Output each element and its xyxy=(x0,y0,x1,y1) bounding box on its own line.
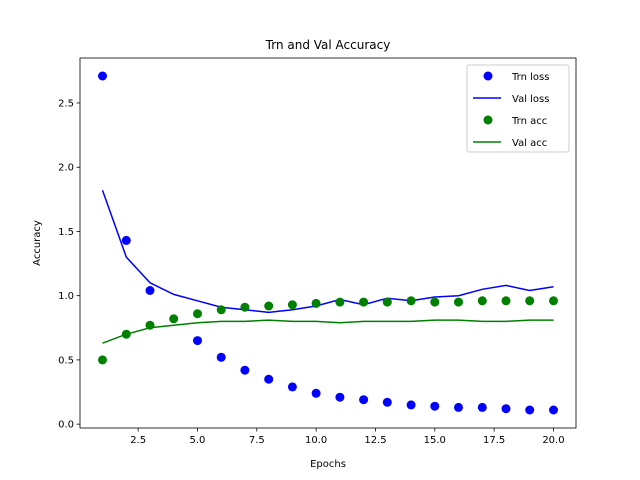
point-trn-loss xyxy=(525,405,535,415)
point-trn-loss xyxy=(264,374,274,384)
legend-label-trn-acc: Trn acc xyxy=(511,116,547,127)
y-tick-label: 1.5 xyxy=(58,227,74,238)
point-trn-loss xyxy=(335,392,345,402)
point-trn-loss xyxy=(240,365,250,375)
point-trn-loss xyxy=(359,395,369,405)
point-trn-acc xyxy=(477,296,487,306)
point-trn-loss xyxy=(216,352,226,362)
y-tick-label: 2.0 xyxy=(58,163,74,174)
legend-swatch-trn-acc xyxy=(483,115,493,125)
point-trn-loss xyxy=(501,404,511,414)
point-trn-loss xyxy=(382,397,392,407)
point-trn-acc xyxy=(359,297,369,307)
point-trn-loss xyxy=(121,235,131,245)
x-tick-label: 15.0 xyxy=(424,435,446,446)
point-trn-loss xyxy=(406,400,416,410)
point-trn-acc xyxy=(216,305,226,315)
legend-label-val-loss: Val loss xyxy=(512,94,549,105)
point-trn-acc xyxy=(169,314,179,324)
legend-swatch-trn-loss xyxy=(483,71,493,81)
point-trn-acc xyxy=(382,297,392,307)
series-line-val-acc xyxy=(102,319,554,344)
point-trn-acc xyxy=(264,301,274,311)
x-axis: 2.5 5.0 7.5 10.0 12.5 15.0 17.5 20.0 xyxy=(130,428,565,446)
point-trn-acc xyxy=(193,309,202,319)
y-tick-label: 2.5 xyxy=(58,98,74,109)
chart-title: Trn and Val Accuracy xyxy=(265,38,391,52)
x-tick-label: 2.5 xyxy=(130,435,146,446)
point-trn-acc xyxy=(335,297,345,307)
point-trn-acc xyxy=(98,355,107,365)
x-tick-label: 12.5 xyxy=(364,435,386,446)
x-axis-label: Epochs xyxy=(310,459,346,470)
series-line-val-loss xyxy=(101,190,554,314)
point-trn-loss xyxy=(193,336,202,346)
y-tick-label: 1.0 xyxy=(58,291,74,302)
x-tick-label: 7.5 xyxy=(249,435,265,446)
point-trn-loss xyxy=(430,401,440,411)
x-tick-label: 5.0 xyxy=(190,435,206,446)
point-trn-acc xyxy=(454,297,463,307)
point-trn-loss xyxy=(549,405,558,415)
point-trn-loss xyxy=(145,286,155,295)
point-trn-loss xyxy=(477,402,487,412)
x-tick-label: 17.5 xyxy=(483,435,505,446)
point-trn-acc xyxy=(501,296,511,306)
x-tick-label: 20.0 xyxy=(542,435,564,446)
y-tick-label: 0.5 xyxy=(58,355,74,366)
legend: Trn loss Val loss Trn acc Val acc xyxy=(466,64,570,153)
point-trn-acc xyxy=(525,296,535,306)
y-axis-label: Accuracy xyxy=(32,220,43,266)
legend-label-val-acc: Val acc xyxy=(512,138,547,149)
point-trn-acc xyxy=(240,302,250,312)
series-layer xyxy=(98,71,558,415)
point-trn-acc xyxy=(287,300,297,310)
point-trn-loss xyxy=(454,402,463,412)
legend-label-trn-loss: Trn loss xyxy=(511,72,549,83)
y-axis: 0.0 0.5 1.0 1.5 2.0 2.5 xyxy=(58,98,80,431)
point-trn-loss xyxy=(287,382,297,392)
point-trn-acc xyxy=(430,297,440,307)
plot-frame xyxy=(79,57,577,429)
y-tick-label: 0.0 xyxy=(58,420,74,431)
x-tick-label: 10.0 xyxy=(305,435,327,446)
point-trn-loss xyxy=(98,71,107,81)
point-trn-acc xyxy=(311,298,321,308)
point-trn-acc xyxy=(406,296,416,306)
legend-box xyxy=(466,64,570,153)
point-trn-loss xyxy=(311,388,321,398)
point-trn-acc xyxy=(549,296,558,306)
